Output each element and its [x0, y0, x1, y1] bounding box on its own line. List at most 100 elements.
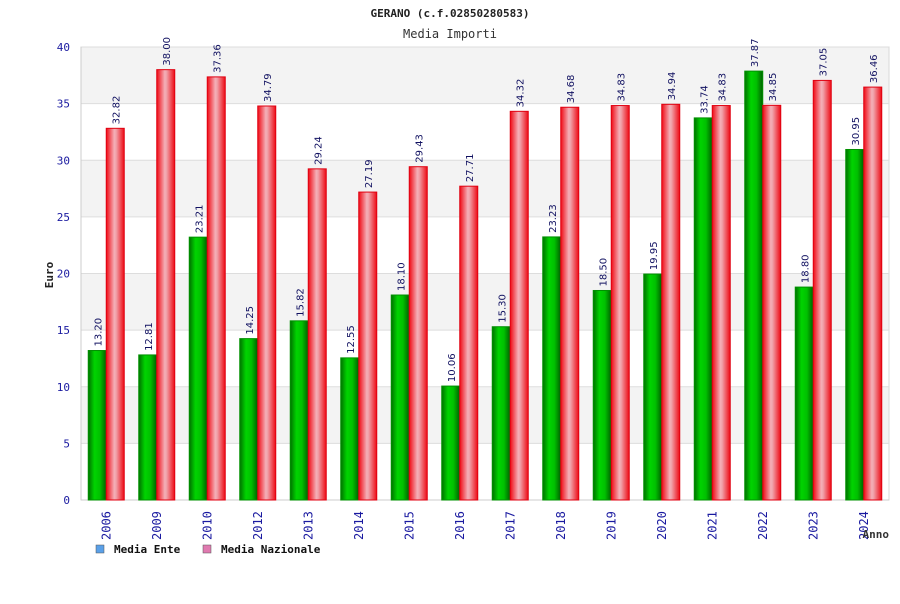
bar-media-ente — [592, 289, 612, 501]
data-label: 18.50 — [598, 258, 609, 287]
y-tick-label: 5 — [63, 437, 70, 450]
data-label: 37.87 — [750, 38, 761, 67]
x-tick-label: 2017 — [503, 511, 517, 540]
data-label: 29.24 — [313, 136, 324, 165]
bar-media-ente — [542, 236, 562, 501]
x-tick-label: 2019 — [604, 511, 618, 540]
data-label: 34.68 — [566, 75, 577, 104]
y-tick-label: 15 — [57, 324, 70, 337]
bar-media-ente — [794, 286, 814, 501]
bar-media-ente — [138, 354, 158, 501]
y-axis-ticks: 0 5 10 15 20 25 30 35 40 — [57, 41, 70, 507]
data-label: 36.46 — [869, 54, 880, 83]
x-axis-ticks: 2006 2009 2010 2012 2013 2014 2015 2016 2017 2018… — [99, 511, 871, 540]
legend: Media Ente Media Nazionale — [95, 543, 321, 556]
y-tick-label: 40 — [57, 41, 70, 54]
legend-label-nazionale: Media Nazionale — [221, 543, 321, 556]
x-tick-label: 2014 — [352, 511, 366, 540]
y-tick-label: 25 — [57, 211, 70, 224]
bar-media-ente — [491, 326, 511, 501]
bar-media-nazionale — [105, 127, 125, 501]
x-tick-label: 2018 — [554, 511, 568, 540]
data-label: 34.83 — [616, 73, 627, 102]
bar-media-nazionale — [560, 106, 580, 501]
x-tick-label: 2020 — [655, 511, 669, 540]
y-tick-label: 35 — [57, 98, 70, 111]
y-axis-label: Euro — [43, 261, 56, 288]
data-label: 29.43 — [414, 134, 425, 163]
x-tick-label: 2023 — [806, 511, 820, 540]
bars — [87, 69, 883, 501]
bar-media-nazionale — [762, 104, 782, 501]
chart-subtitle: Media Importi — [403, 27, 497, 41]
data-label: 23.21 — [194, 205, 205, 234]
bar-media-nazionale — [711, 105, 731, 501]
data-label: 13.20 — [93, 318, 104, 347]
bar-media-ente — [441, 385, 461, 501]
legend-swatch-ente — [95, 544, 105, 554]
x-tick-label: 2015 — [402, 511, 416, 540]
data-label: 14.25 — [245, 306, 256, 335]
bar-media-ente — [340, 357, 360, 501]
bar-media-nazionale — [257, 105, 277, 501]
bar-media-nazionale — [610, 105, 630, 501]
bar-media-nazionale — [156, 69, 176, 501]
data-label: 23.23 — [548, 204, 559, 233]
data-label: 19.95 — [649, 241, 660, 270]
x-tick-label: 2024 — [857, 511, 871, 540]
bar-media-nazionale — [812, 79, 832, 501]
data-label: 37.36 — [212, 44, 223, 73]
bar-media-nazionale — [661, 103, 681, 501]
bar-media-ente — [87, 350, 107, 501]
data-label: 30.95 — [851, 117, 862, 146]
data-label: 12.55 — [346, 325, 357, 354]
data-label: 34.79 — [263, 73, 274, 102]
data-label: 32.82 — [111, 96, 122, 125]
y-tick-label: 20 — [57, 268, 70, 281]
bar-media-ente — [693, 117, 713, 501]
x-tick-label: 2006 — [99, 511, 113, 540]
data-label: 34.85 — [768, 73, 779, 102]
data-label: 10.06 — [447, 353, 458, 382]
bar-media-nazionale — [408, 166, 428, 501]
data-label: 12.81 — [144, 322, 155, 351]
x-tick-label: 2012 — [251, 511, 265, 540]
bar-media-nazionale — [509, 110, 529, 501]
legend-label-ente: Media Ente — [114, 543, 181, 556]
data-label: 34.94 — [667, 72, 678, 101]
chart-title: GERANO (c.f.02850280583) — [371, 7, 530, 20]
data-label: 15.82 — [295, 288, 306, 317]
x-tick-label: 2022 — [756, 511, 770, 540]
data-label: 33.74 — [699, 85, 710, 114]
bar-media-ente — [744, 70, 764, 501]
bar-media-ente — [239, 338, 259, 501]
x-tick-label: 2016 — [453, 511, 467, 540]
x-tick-label: 2010 — [200, 511, 214, 540]
data-label: 34.83 — [717, 73, 728, 102]
data-label: 27.71 — [465, 154, 476, 183]
bar-media-nazionale — [206, 76, 226, 501]
legend-swatch-nazionale — [202, 544, 212, 554]
data-label: 18.10 — [396, 262, 407, 291]
bar-media-nazionale — [863, 86, 883, 501]
value-labels: 13.20 32.82 12.81 38.00 23.21 37.36 14.25 34.79… — [93, 37, 880, 382]
y-tick-label: 30 — [57, 154, 70, 167]
x-tick-label: 2021 — [705, 511, 719, 540]
y-tick-label: 0 — [63, 494, 70, 507]
x-tick-label: 2009 — [150, 511, 164, 540]
y-tick-label: 10 — [57, 381, 70, 394]
data-label: 37.05 — [818, 48, 829, 77]
x-axis-label: Anno — [863, 528, 890, 541]
data-label: 15.30 — [497, 294, 508, 323]
data-label: 18.80 — [800, 254, 811, 283]
bar-media-ente — [845, 148, 865, 501]
bar-media-ente — [188, 236, 208, 501]
x-tick-label: 2013 — [301, 511, 315, 540]
bar-media-ente — [390, 294, 410, 501]
data-label: 27.19 — [364, 159, 375, 188]
bar-media-nazionale — [459, 185, 479, 501]
bar-media-ente — [289, 320, 309, 501]
data-label: 38.00 — [162, 37, 173, 66]
